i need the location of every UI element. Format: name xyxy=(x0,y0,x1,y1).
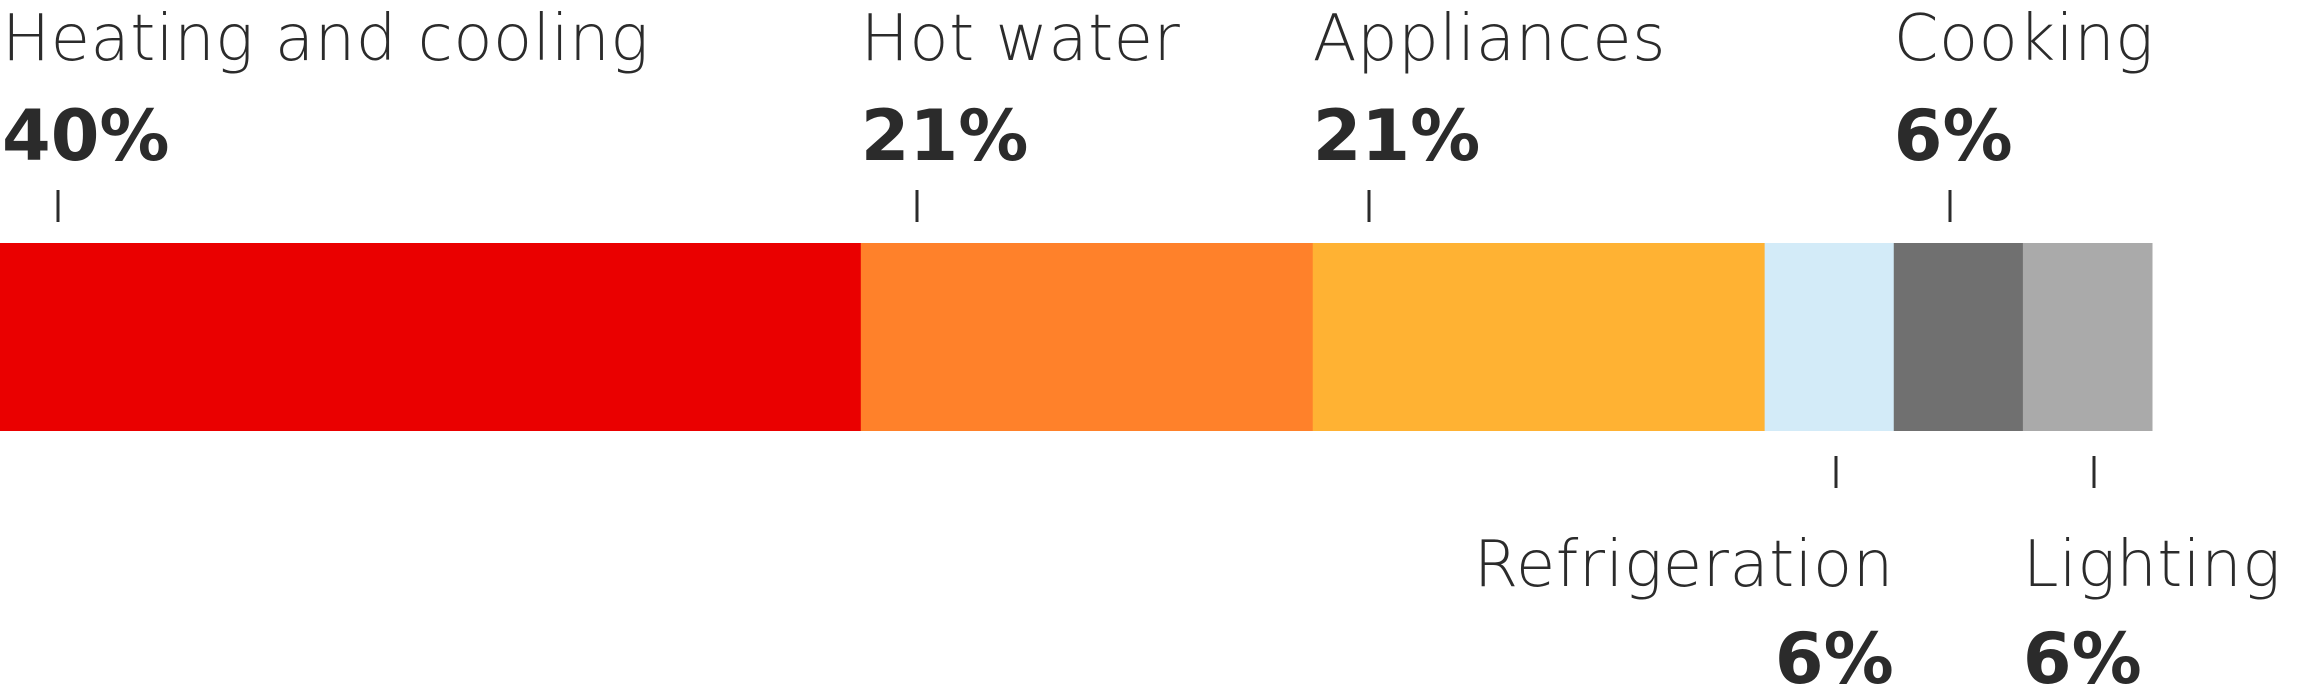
bar-segment-appliances xyxy=(1312,243,1766,431)
label-lighting: Lighting xyxy=(2023,528,2281,602)
bar-segment-hot-water xyxy=(860,243,1314,431)
label-appliances: Appliances xyxy=(1313,2,1666,76)
bar-segment-refrigeration xyxy=(1764,243,1895,431)
value-label-hot-water: 21% xyxy=(861,95,1029,177)
label-refrigeration: Refrigeration xyxy=(1474,528,1894,602)
value-label-lighting: 6% xyxy=(2023,618,2142,688)
bar-segment-lighting xyxy=(2022,243,2153,431)
value-label-cooking: 6% xyxy=(1894,95,2013,177)
label-cooking: Cooking xyxy=(1894,2,2154,76)
value-label-refrigeration: 6% xyxy=(1775,618,1894,688)
label-heating-and-cooling: Heating and cooling xyxy=(2,2,649,76)
value-label-heating-and-cooling: 40% xyxy=(2,95,170,177)
label-hot-water: Hot water xyxy=(861,2,1181,76)
bar-segment-heating-and-cooling xyxy=(0,243,862,431)
value-label-appliances: 21% xyxy=(1313,95,1481,177)
bar-segment-cooking xyxy=(1893,243,2024,431)
